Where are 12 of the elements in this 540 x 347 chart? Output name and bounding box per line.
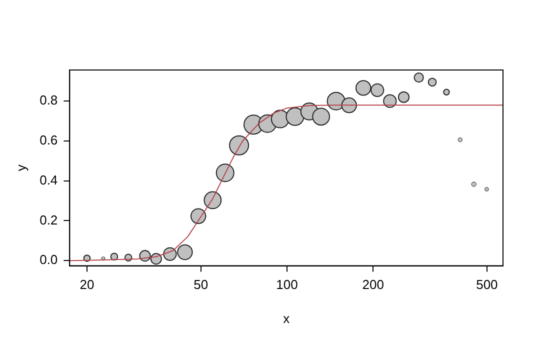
y-axis-title: y xyxy=(13,164,28,172)
x-tick-label: 500 xyxy=(476,277,498,292)
x-tick-label: 20 xyxy=(80,277,94,292)
y-tick-label: 0.6 xyxy=(40,132,58,148)
x-tick-label: 100 xyxy=(276,277,298,292)
y-tick-label: 0.4 xyxy=(40,172,58,188)
x-tick-label: 200 xyxy=(362,277,384,292)
y-tick-label: 0.8 xyxy=(40,92,58,108)
y-tick-label: 0.2 xyxy=(40,212,58,228)
x-axis-title: x xyxy=(283,310,290,326)
x-tick-label: 50 xyxy=(194,277,208,292)
y-tick-label: 0.0 xyxy=(40,252,58,268)
